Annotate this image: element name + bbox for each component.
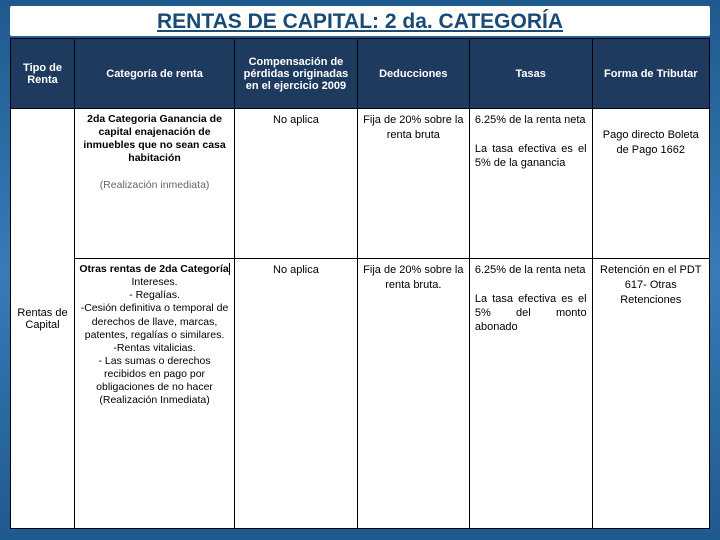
cat2-bold: Otras rentas de 2da Categoría <box>79 263 228 275</box>
header-tasas: Tasas <box>469 39 592 109</box>
header-tipo: Tipo de Renta <box>11 39 75 109</box>
slide: RENTAS DE CAPITAL: 2 da. CATEGORÍA Tipo … <box>0 0 720 540</box>
cell-categoria-2: Otras rentas de 2da Categoría Intereses.… <box>75 259 235 529</box>
forma1-text: Pago directo Boleta de Pago 1662 <box>596 128 706 158</box>
rentas-table: Tipo de Renta Categoría de renta Compens… <box>10 38 710 529</box>
cell-categoria-1: 2da Categoria Ganancia de capital enajen… <box>75 109 235 259</box>
header-forma: Forma de Tributar <box>592 39 709 109</box>
table-row: Otras rentas de 2da Categoría Intereses.… <box>11 259 710 529</box>
cell-ded-1: Fija de 20% sobre la renta bruta <box>357 109 469 259</box>
header-compensacion: Compensación de pérdidas originadas en e… <box>235 39 358 109</box>
table-row: Rentas de Capital 2da Categoria Ganancia… <box>11 109 710 259</box>
page-title: RENTAS DE CAPITAL: 2 da. CATEGORÍA <box>10 6 710 36</box>
cat2-rest: Intereses. - Regalías. -Cesión definitiv… <box>78 276 231 407</box>
tasas2-line1: 6.25% de la renta neta <box>475 263 587 277</box>
tasas1-line2: La tasa efectiva es el 5% de la ganancia <box>475 142 587 171</box>
header-deducciones: Deducciones <box>357 39 469 109</box>
table-header-row: Tipo de Renta Categoría de renta Compens… <box>11 39 710 109</box>
cell-comp-1: No aplica <box>235 109 358 259</box>
table-container: Tipo de Renta Categoría de renta Compens… <box>10 38 710 529</box>
cell-tasas-1: 6.25% de la renta neta La tasa efectiva … <box>469 109 592 259</box>
cat1-bold: 2da Categoria Ganancia de capital enajen… <box>78 113 231 166</box>
header-categoria: Categoría de renta <box>75 39 235 109</box>
cell-forma-1: Pago directo Boleta de Pago 1662 <box>592 109 709 259</box>
tasas2-line2: La tasa efectiva es el 5% del monto abon… <box>475 292 587 335</box>
row-label-tipo: Rentas de Capital <box>11 109 75 529</box>
tasas1-line1: 6.25% de la renta neta <box>475 113 587 127</box>
text-cursor-icon <box>229 263 230 275</box>
cell-ded-2: Fija de 20% sobre la renta bruta. <box>357 259 469 529</box>
cell-forma-2: Retención en el PDT 617- Otras Retencion… <box>592 259 709 529</box>
cat1-gray: (Realización inmediata) <box>78 179 231 192</box>
cell-tasas-2: 6.25% de la renta neta La tasa efectiva … <box>469 259 592 529</box>
cell-comp-2: No aplica <box>235 259 358 529</box>
